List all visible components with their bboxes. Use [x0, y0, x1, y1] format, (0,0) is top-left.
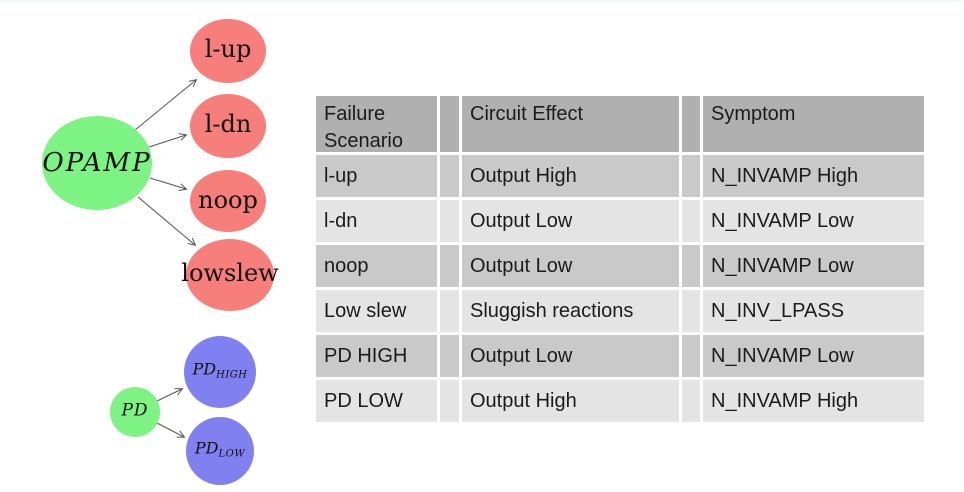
row-noop-spacer-2: [682, 245, 700, 287]
row-pdhigh-scenario: PD HIGH: [316, 335, 437, 377]
fault-tree-diagram: [42, 19, 274, 485]
node-ldn-label: l-dn: [204, 110, 252, 138]
pd-low-base: PD: [194, 438, 219, 458]
row-pdhigh-spacer-2: [682, 335, 700, 377]
row-noop-symptom: N_INVAMP Low: [703, 245, 924, 287]
row-pdhigh-symptom: N_INVAMP Low: [703, 335, 924, 377]
top-strip: [0, 0, 964, 2]
row-ldn-effect: Output Low: [462, 200, 679, 242]
edge-opamp-ldn: [148, 135, 186, 148]
row-lowslew-effect: Sluggish reactions: [462, 290, 679, 332]
header-spacer-2: [682, 96, 700, 152]
node-lup-label: l-up: [204, 35, 252, 63]
edge-opamp-lup: [134, 80, 196, 131]
row-lup-spacer-2: [682, 155, 700, 197]
node-lowslew: [186, 239, 274, 311]
header-failure-scenario: Failure Scenario: [316, 96, 437, 152]
row-noop-effect: Output Low: [462, 245, 679, 287]
node-lup: [190, 19, 266, 83]
row-ldn-scenario: l-dn: [316, 200, 437, 242]
edge-opamp-noop: [149, 177, 186, 189]
pd-high-subscript: HIGH: [216, 369, 248, 381]
row-lup-scenario: l-up: [316, 155, 437, 197]
header-spacer-1: [440, 96, 459, 152]
row-lowslew-spacer-2: [682, 290, 700, 332]
row-lup-effect: Output High: [462, 155, 679, 197]
edge-pd-high: [156, 389, 182, 402]
node-opamp-label: OPAMP: [42, 148, 152, 178]
node-noop-label: noop: [198, 186, 258, 214]
row-noop-spacer-1: [440, 245, 459, 287]
row-lowslew-scenario: Low slew: [316, 290, 437, 332]
row-ldn-spacer-1: [440, 200, 459, 242]
header-symptom: Symptom: [703, 96, 924, 152]
node-pd: [110, 387, 160, 437]
node-lowslew-label: lowslew: [181, 259, 279, 287]
row-lowslew-symptom: N_INV_LPASS: [703, 290, 924, 332]
row-pdlow-effect: Output High: [462, 380, 679, 422]
node-opamp: [42, 116, 152, 210]
edge-pd-low: [156, 422, 184, 437]
node-pd-high-label: PDHIGH: [192, 359, 248, 381]
header-circuit-effect: Circuit Effect: [462, 96, 679, 152]
row-lup-spacer-1: [440, 155, 459, 197]
node-ldn: [190, 94, 266, 158]
row-pdlow-scenario: PD LOW: [316, 380, 437, 422]
pd-low-subscript: LOW: [218, 448, 246, 460]
row-ldn-symptom: N_INVAMP Low: [703, 200, 924, 242]
row-pdlow-symptom: N_INVAMP High: [703, 380, 924, 422]
pd-high-base: PD: [192, 359, 217, 379]
row-pdhigh-effect: Output Low: [462, 335, 679, 377]
node-pd-high: [184, 336, 256, 408]
node-noop: [190, 170, 266, 232]
row-lup-symptom: N_INVAMP High: [703, 155, 924, 197]
row-pdhigh-spacer-1: [440, 335, 459, 377]
row-lowslew-spacer-1: [440, 290, 459, 332]
row-pdlow-spacer-1: [440, 380, 459, 422]
row-ldn-spacer-2: [682, 200, 700, 242]
edge-opamp-lowslew: [137, 196, 195, 245]
node-pd-low-label: PDLOW: [194, 438, 246, 460]
row-pdlow-spacer-2: [682, 380, 700, 422]
row-noop-scenario: noop: [316, 245, 437, 287]
node-pd-low: [186, 417, 254, 485]
node-pd-label: PD: [121, 400, 149, 421]
failure-table: Failure Scenario Circuit Effect Symptom …: [316, 96, 924, 422]
